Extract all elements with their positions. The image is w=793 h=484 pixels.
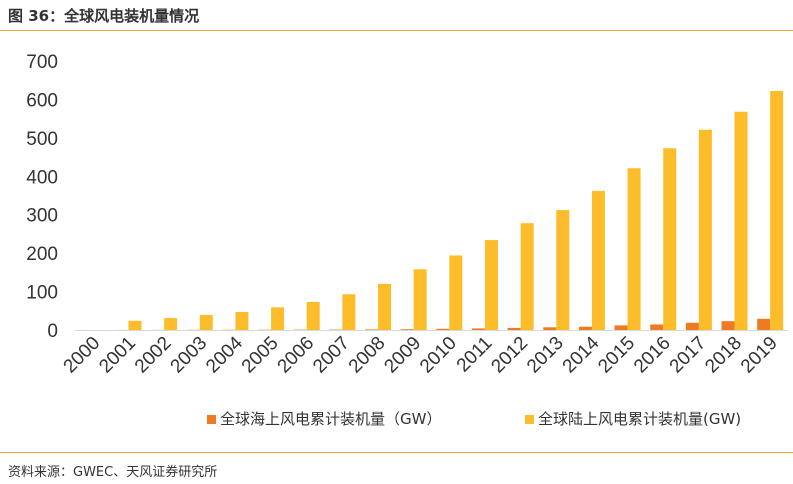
x-tick-label: 2011: [453, 333, 497, 377]
offshore-bar-2010: [436, 328, 450, 330]
x-tick-label: 2004: [202, 332, 247, 377]
source-note: 资料来源：GWEC、天风证券研究所: [8, 465, 218, 480]
y-tick-label: 400: [26, 167, 58, 188]
offshore-bar-2016: [650, 324, 664, 330]
onshore-bar-2006: [306, 301, 320, 330]
y-tick-label: 700: [26, 52, 58, 73]
offshore-bar-2014: [578, 326, 592, 330]
onshore-bar-2011: [484, 240, 498, 330]
y-tick-label: 200: [26, 244, 58, 265]
y-tick-label: 100: [26, 283, 58, 304]
offshore-bar-2009: [400, 329, 414, 330]
onshore-bar-2014: [591, 190, 605, 330]
x-tick-label: 2014: [559, 332, 604, 377]
onshore-bar-2009: [413, 269, 427, 330]
x-tick-label: 2013: [523, 333, 568, 378]
x-tick-label: 2010: [416, 333, 461, 378]
onshore-bar-2012: [520, 223, 534, 330]
legend-swatch-offshore: [207, 415, 216, 424]
onshore-bar-2016: [663, 148, 677, 330]
x-tick-label: 2006: [274, 333, 319, 378]
x-tick-label: 2003: [167, 333, 212, 378]
offshore-bar-2015: [614, 325, 628, 330]
x-axis: 2000200120022003200420052006200720082009…: [60, 332, 782, 377]
legend-label-onshore: 全球陆上风电累计装机量(GW): [538, 410, 741, 428]
onshore-bar-2010: [449, 255, 463, 330]
onshore-bar-2003: [199, 315, 213, 330]
onshore-bar-2015: [627, 168, 641, 330]
onshore-bar-2004: [235, 311, 249, 330]
x-tick-label: 2015: [594, 333, 639, 378]
x-tick-label: 2001: [95, 333, 140, 378]
onshore-bar-2002: [164, 318, 178, 330]
onshore-bar-2008: [378, 283, 392, 330]
y-tick-label: 500: [26, 129, 58, 150]
bar-series: [79, 90, 784, 331]
x-tick-label: 2007: [309, 333, 354, 378]
x-tick-label: 2008: [345, 333, 390, 378]
x-tick-label: 2002: [131, 333, 176, 378]
legend-swatch-onshore: [525, 415, 534, 424]
offshore-bar-2013: [543, 327, 557, 330]
offshore-bar-2017: [685, 322, 699, 330]
y-tick-label: 300: [26, 206, 58, 227]
x-tick-label: 2018: [701, 333, 746, 378]
x-tick-label: 2000: [60, 333, 105, 378]
onshore-bar-2005: [271, 307, 285, 330]
y-tick-label: 0: [47, 321, 58, 342]
x-tick-label: 2019: [737, 333, 782, 378]
legend-label-offshore: 全球海上风电累计装机量（GW）: [220, 410, 441, 428]
title-divider: [0, 30, 793, 31]
source-divider: [0, 452, 793, 453]
x-tick-label: 2017: [666, 333, 711, 378]
x-tick-label: 2009: [380, 333, 425, 378]
onshore-bar-2019: [770, 90, 784, 330]
x-tick-label: 2016: [630, 333, 675, 378]
onshore-bar-2017: [698, 129, 712, 330]
offshore-bar-2008: [365, 329, 379, 330]
y-tick-label: 600: [26, 90, 58, 111]
onshore-bar-2013: [556, 210, 570, 330]
onshore-bar-2007: [342, 294, 356, 330]
onshore-bar-2018: [734, 111, 748, 331]
offshore-bar-2012: [507, 327, 521, 330]
onshore-bar-2001: [128, 320, 142, 330]
y-axis: 0 100 200 300 400 500 600 700: [26, 52, 58, 342]
x-tick-label: 2005: [238, 333, 283, 378]
offshore-bar-2019: [757, 318, 771, 330]
offshore-bar-2018: [721, 321, 735, 330]
x-tick-label: 2012: [487, 333, 532, 378]
offshore-bar-2011: [471, 328, 485, 330]
legend: 全球海上风电累计装机量（GW） 全球陆上风电累计装机量(GW): [207, 410, 741, 428]
figure-title: 图 36：全球风电装机量情况: [8, 7, 200, 25]
